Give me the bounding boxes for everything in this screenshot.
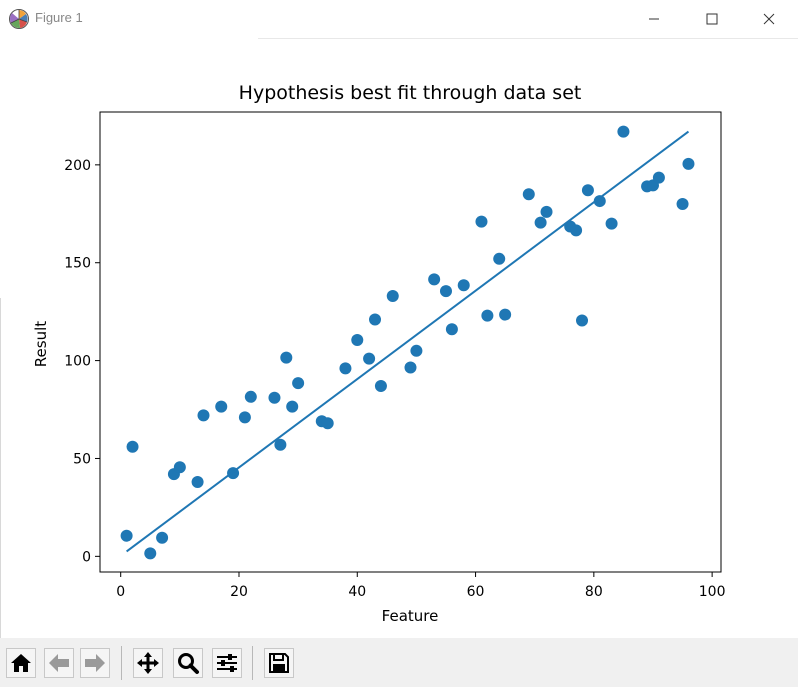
axes-frame <box>99 111 722 573</box>
data-point <box>617 125 630 138</box>
data-point <box>374 380 387 393</box>
save-icon <box>269 653 289 673</box>
zoom-button[interactable] <box>173 648 203 678</box>
toolbar-separator <box>121 646 122 680</box>
data-point <box>534 216 547 229</box>
x-tick-label: 20 <box>230 584 248 600</box>
data-point <box>404 361 417 374</box>
save-button[interactable] <box>264 648 294 678</box>
back-arrow-icon <box>49 654 69 672</box>
data-point <box>605 217 618 230</box>
close-button[interactable] <box>740 0 798 38</box>
data-point <box>522 188 535 201</box>
maximize-icon <box>706 13 718 25</box>
data-point <box>292 377 305 390</box>
data-point <box>173 461 186 474</box>
window-title: Figure 1 <box>35 10 83 25</box>
configure-subplots-button[interactable] <box>212 648 242 678</box>
data-point <box>439 285 452 298</box>
data-point <box>593 195 606 208</box>
y-tick-label: 150 <box>64 256 91 272</box>
data-point <box>682 157 695 170</box>
data-point <box>144 547 157 560</box>
data-point <box>428 273 441 286</box>
x-tick-label: 100 <box>699 584 726 600</box>
x-tick-label: 80 <box>585 584 603 600</box>
zoom-icon <box>178 653 199 674</box>
data-point <box>410 344 423 357</box>
data-point <box>286 400 299 413</box>
y-tick-label: 0 <box>82 549 91 565</box>
data-point <box>321 417 334 430</box>
minimize-button[interactable] <box>625 0 683 38</box>
matplotlib-logo-icon <box>9 9 29 29</box>
navigation-toolbar <box>0 638 798 687</box>
forward-arrow-icon <box>85 654 105 672</box>
y-tick-label: 100 <box>64 354 91 370</box>
data-point <box>120 529 133 542</box>
x-tick-label: 40 <box>348 584 366 600</box>
data-point <box>493 252 506 265</box>
data-point <box>570 224 583 237</box>
data-point <box>499 308 512 321</box>
home-icon <box>11 654 31 672</box>
configure-subplots-icon <box>217 654 237 672</box>
toolbar-separator <box>252 646 253 680</box>
window-left-edge <box>0 298 1 638</box>
pan-button[interactable] <box>133 648 163 678</box>
x-tick-label: 0 <box>116 584 125 600</box>
data-point <box>244 390 257 403</box>
minimize-icon <box>649 18 659 20</box>
data-point <box>363 352 376 365</box>
data-point <box>540 205 553 218</box>
x-axis-label: Feature <box>382 607 439 625</box>
data-point <box>351 334 364 347</box>
data-point <box>457 279 470 292</box>
chart-title: Hypothesis best fit through data set <box>239 82 582 104</box>
data-point <box>581 184 594 197</box>
data-point <box>369 313 382 326</box>
data-point <box>339 362 352 375</box>
data-point <box>280 351 293 364</box>
data-point <box>576 314 589 327</box>
data-point <box>445 323 458 336</box>
data-point <box>274 438 287 451</box>
maximize-button[interactable] <box>683 0 741 38</box>
data-point <box>481 309 494 322</box>
pan-icon <box>137 652 159 674</box>
data-point <box>215 400 228 413</box>
data-point <box>191 475 204 488</box>
data-point <box>652 171 665 184</box>
titlebar-divider <box>258 38 798 39</box>
y-tick-label: 50 <box>73 451 91 467</box>
y-axis-label: Result <box>32 321 50 367</box>
data-point <box>197 409 210 422</box>
data-point <box>386 290 399 302</box>
data-point <box>475 215 488 228</box>
scatter-chart: 0 20 40 60 80 100 0 50 100 150 200 Hypothesis best… <box>32 82 726 625</box>
data-point <box>156 531 169 544</box>
data-point <box>268 391 281 404</box>
close-icon <box>763 13 775 25</box>
y-tick-label: 200 <box>64 158 91 174</box>
window-titlebar: Figure 1 <box>0 0 798 38</box>
data-point <box>238 411 251 424</box>
home-button[interactable] <box>6 648 36 678</box>
data-point <box>126 440 139 453</box>
plot-area <box>100 112 721 572</box>
back-button[interactable] <box>44 648 74 678</box>
best-fit-line <box>126 130 690 553</box>
forward-button[interactable] <box>80 648 110 678</box>
x-tick-label: 60 <box>467 584 485 600</box>
data-point <box>676 198 689 210</box>
